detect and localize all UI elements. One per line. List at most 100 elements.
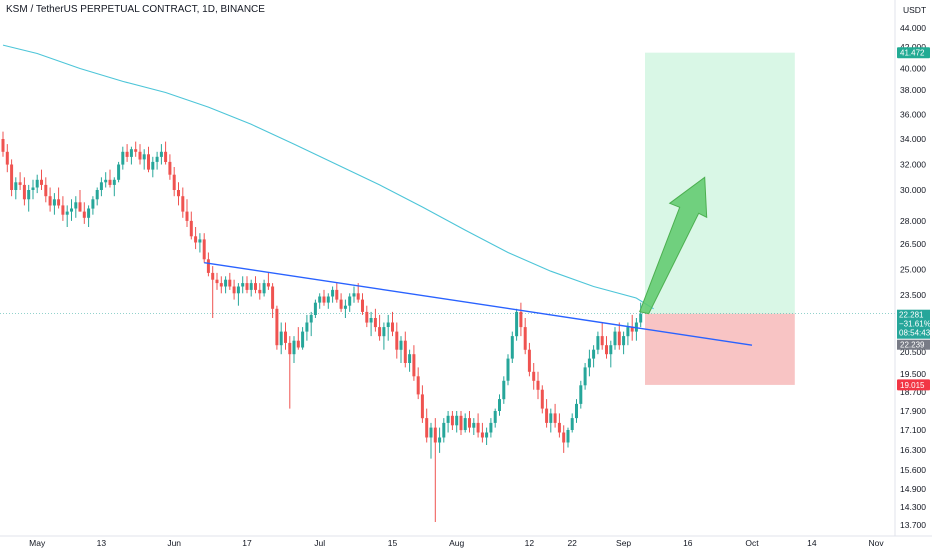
candle[interactable]	[605, 336, 608, 359]
candle[interactable]	[506, 354, 510, 386]
candle[interactable]	[241, 276, 245, 294]
candle[interactable]	[549, 408, 553, 433]
candle[interactable]	[159, 144, 163, 165]
candle[interactable]	[399, 336, 403, 363]
candle[interactable]	[515, 308, 519, 341]
candle[interactable]	[545, 399, 549, 428]
candle[interactable]	[168, 154, 172, 180]
candle[interactable]	[27, 184, 31, 212]
candle[interactable]	[442, 418, 446, 443]
candle[interactable]	[498, 394, 501, 416]
candle[interactable]	[335, 283, 339, 303]
candle[interactable]	[352, 286, 356, 303]
candle[interactable]	[322, 289, 326, 306]
candle[interactable]	[236, 283, 240, 306]
time-axis[interactable]: May13Jun17Jul15Aug1222Sep16Oct14Nov112	[29, 538, 932, 548]
candle[interactable]	[476, 413, 480, 438]
candle[interactable]	[536, 371, 540, 400]
candle[interactable]	[519, 302, 523, 337]
candle[interactable]	[211, 266, 215, 318]
candle[interactable]	[622, 331, 626, 355]
candle[interactable]	[446, 411, 450, 433]
candle[interactable]	[438, 427, 442, 453]
candle[interactable]	[540, 385, 544, 414]
candle[interactable]	[185, 199, 189, 227]
candle[interactable]	[138, 144, 142, 165]
candle[interactable]	[206, 252, 210, 277]
candle[interactable]	[147, 146, 150, 173]
candle[interactable]	[189, 211, 193, 240]
candle[interactable]	[609, 340, 613, 368]
candle[interactable]	[18, 172, 22, 190]
candle[interactable]	[48, 187, 52, 212]
candle[interactable]	[592, 345, 596, 368]
candle[interactable]	[587, 349, 591, 377]
trendline[interactable]	[204, 262, 753, 346]
candle[interactable]	[343, 299, 347, 318]
candle[interactable]	[5, 144, 9, 173]
candle[interactable]	[596, 331, 600, 355]
candle[interactable]	[44, 177, 48, 203]
candle[interactable]	[52, 193, 56, 215]
candle[interactable]	[459, 411, 463, 435]
candle[interactable]	[532, 363, 536, 390]
candle[interactable]	[365, 305, 369, 328]
candle[interactable]	[172, 167, 176, 197]
candle[interactable]	[489, 418, 493, 438]
candle[interactable]	[288, 336, 292, 409]
candle[interactable]	[373, 308, 377, 332]
candle[interactable]	[318, 293, 322, 309]
candle[interactable]	[57, 187, 61, 209]
stop-loss-zone[interactable]	[645, 313, 795, 385]
candle[interactable]	[65, 205, 69, 227]
candle[interactable]	[420, 385, 424, 423]
candle[interactable]	[523, 318, 527, 355]
candle[interactable]	[35, 174, 39, 194]
candle[interactable]	[361, 293, 364, 315]
candle[interactable]	[412, 345, 416, 381]
candle[interactable]	[378, 314, 382, 341]
candle[interactable]	[134, 141, 138, 157]
candle[interactable]	[331, 286, 335, 303]
candle[interactable]	[502, 376, 506, 404]
candle[interactable]	[575, 399, 578, 423]
candle[interactable]	[142, 149, 146, 170]
candle[interactable]	[262, 279, 266, 297]
candle[interactable]	[74, 196, 78, 218]
candle[interactable]	[232, 279, 236, 300]
candle[interactable]	[151, 156, 155, 178]
candle[interactable]	[600, 322, 604, 350]
candle[interactable]	[10, 159, 14, 197]
candle[interactable]	[570, 413, 574, 433]
candle[interactable]	[463, 413, 467, 433]
candle[interactable]	[617, 322, 621, 350]
candle[interactable]	[493, 408, 497, 428]
candle[interactable]	[455, 411, 459, 433]
candle[interactable]	[386, 314, 390, 341]
candle[interactable]	[472, 418, 476, 435]
candle[interactable]	[313, 299, 317, 318]
candle[interactable]	[429, 422, 433, 459]
candle[interactable]	[194, 227, 198, 250]
candle[interactable]	[198, 233, 202, 253]
candle[interactable]	[391, 311, 394, 337]
moving-average-line[interactable]	[2, 44, 654, 310]
candle[interactable]	[202, 233, 206, 263]
candle[interactable]	[468, 411, 471, 433]
candle[interactable]	[1, 131, 5, 157]
candle[interactable]	[87, 205, 91, 227]
candle[interactable]	[245, 276, 249, 294]
candle[interactable]	[305, 314, 309, 341]
candle[interactable]	[553, 403, 557, 428]
candle[interactable]	[527, 342, 531, 377]
candle[interactable]	[112, 177, 116, 197]
candle[interactable]	[275, 305, 279, 350]
candle[interactable]	[416, 367, 420, 400]
candle[interactable]	[117, 161, 121, 183]
candle[interactable]	[82, 202, 86, 224]
projection-arrow-icon[interactable]	[639, 176, 708, 315]
candle[interactable]	[254, 276, 257, 294]
candle[interactable]	[155, 151, 159, 170]
candle[interactable]	[395, 322, 399, 359]
price-axis[interactable]: 44.000 42.000 40.000 38.000 36.000 34.000 32.0…	[900, 23, 926, 530]
